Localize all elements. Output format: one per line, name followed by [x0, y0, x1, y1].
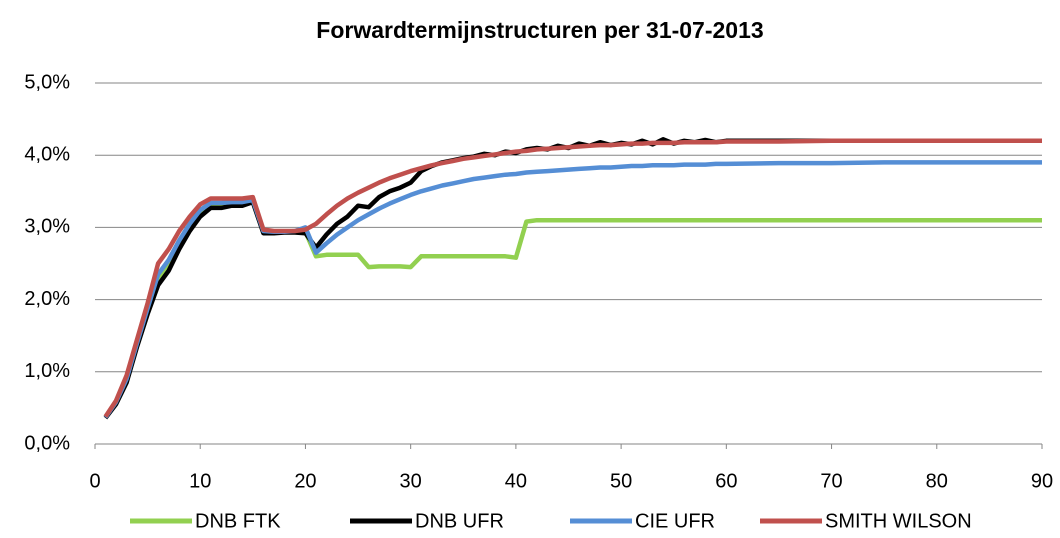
legend-label: DNB UFR	[415, 510, 504, 532]
x-tick-label: 50	[610, 470, 632, 492]
x-tick-label: 20	[294, 470, 316, 492]
y-tick-label: 4,0%	[24, 143, 70, 165]
legend-label: DNB FTK	[195, 510, 281, 532]
series-line	[103, 199, 1042, 419]
series-line	[103, 160, 1042, 419]
y-tick-label: 5,0%	[24, 71, 70, 93]
x-tick-label: 40	[505, 470, 527, 492]
y-tick-label: 3,0%	[24, 216, 70, 238]
x-tick-label: 70	[820, 470, 842, 492]
x-tick-label: 90	[1031, 470, 1053, 492]
series-line	[103, 138, 1042, 418]
x-tick-label: 0	[89, 470, 100, 492]
y-tick-label: 2,0%	[24, 288, 70, 310]
x-tick-label: 80	[926, 470, 948, 492]
x-tick-label: 30	[400, 470, 422, 492]
series-line	[103, 137, 1042, 420]
legend-label: CIE UFR	[635, 510, 715, 532]
legend-label: SMITH WILSON	[825, 510, 972, 532]
y-tick-label: 1,0%	[24, 360, 70, 382]
chart-title: Forwardtermijnstructuren per 31-07-2013	[316, 17, 763, 43]
x-tick-label: 60	[715, 470, 737, 492]
x-tick-label: 10	[189, 470, 211, 492]
y-tick-label: 0,0%	[24, 432, 70, 454]
